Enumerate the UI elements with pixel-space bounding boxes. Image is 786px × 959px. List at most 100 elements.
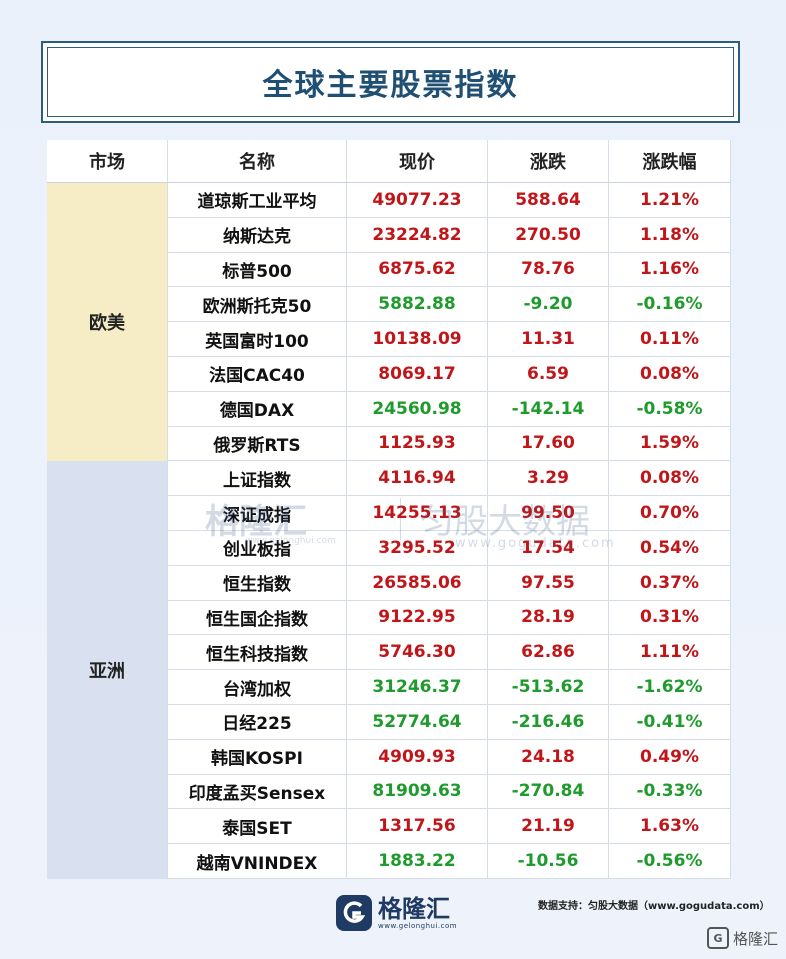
table-header: 市场 名称 现价 涨跌 涨跌幅 [47, 140, 731, 183]
change-cell: 17.54 [488, 530, 609, 565]
table-row: 英国富时100 10138.09 11.31 0.11% [168, 322, 731, 357]
index-name: 深证成指 [168, 496, 347, 530]
price-cell: 9122.95 [347, 600, 488, 635]
index-name: 标普500 [168, 252, 347, 287]
pct-cell: -0.41% [609, 704, 731, 739]
header-change: 涨跌 [488, 140, 609, 182]
table-row: 标普500 6875.62 78.76 1.16% [168, 252, 731, 288]
price-cell: 1883.22 [347, 844, 488, 878]
footer-logo-text: 格隆汇 [378, 895, 450, 923]
pct-cell: -0.33% [609, 774, 731, 809]
table-row: 越南VNINDEX 1883.22 -10.56 -0.56% [168, 844, 731, 879]
page-title: 全球主要股票指数 [262, 68, 519, 103]
price-cell: 4909.93 [347, 739, 488, 774]
price-cell: 81909.63 [347, 774, 488, 809]
price-cell: 3295.52 [347, 530, 488, 565]
change-cell: 17.60 [488, 426, 609, 461]
table-row: 上证指数 4116.94 3.29 0.08% [168, 461, 731, 497]
pct-cell: 0.49% [609, 739, 731, 774]
price-cell: 4116.94 [347, 461, 488, 496]
index-name: 韩国KOSPI [168, 739, 347, 774]
pct-cell: 1.18% [609, 217, 731, 252]
change-cell: 11.31 [488, 322, 609, 356]
table-row: 泰国SET 1317.56 21.19 1.63% [168, 809, 731, 845]
footer-logo: 格隆汇 www.gelonghui.com [336, 895, 457, 931]
change-cell: 28.19 [488, 600, 609, 635]
pct-cell: 1.16% [609, 252, 731, 287]
table-row: 欧洲斯托克50 5882.88 -9.20 -0.16% [168, 287, 731, 323]
gelonghui-logo-icon [336, 895, 372, 931]
price-cell: 1125.93 [347, 426, 488, 461]
index-name: 印度孟买Sensex [168, 774, 347, 809]
change-cell: 97.55 [488, 565, 609, 600]
header-market: 市场 [47, 140, 168, 182]
pct-cell: -1.62% [609, 670, 731, 704]
index-name: 纳斯达克 [168, 217, 347, 252]
region-group: 欧美 道琼斯工业平均 49077.23 588.64 1.21% 纳斯达克 23224.82… [47, 183, 731, 462]
table-row: 德国DAX 24560.98 -142.14 -0.58% [168, 391, 731, 427]
title-box: 全球主要股票指数 [41, 41, 740, 123]
footer-logo-url: www.gelonghui.com [378, 922, 458, 930]
pct-cell: 1.11% [609, 635, 731, 670]
index-name: 英国富时100 [168, 322, 347, 356]
index-name: 法国CAC40 [168, 356, 347, 391]
index-name: 创业板指 [168, 530, 347, 565]
change-cell: -513.62 [488, 670, 609, 704]
table-row: 纳斯达克 23224.82 270.50 1.18% [168, 217, 731, 253]
pct-cell: 0.08% [609, 461, 731, 496]
table-row: 深证成指 14255.13 99.50 0.70% [168, 496, 731, 531]
price-cell: 31246.37 [347, 670, 488, 704]
change-cell: 99.50 [488, 496, 609, 530]
change-cell: 78.76 [488, 252, 609, 287]
table-row: 法国CAC40 8069.17 6.59 0.08% [168, 356, 731, 392]
price-cell: 49077.23 [347, 183, 488, 217]
index-name: 俄罗斯RTS [168, 426, 347, 461]
table-row: 恒生科技指数 5746.30 62.86 1.11% [168, 635, 731, 671]
corner-logo-icon: G [706, 927, 729, 949]
table-row: 台湾加权 31246.37 -513.62 -1.62% [168, 670, 731, 705]
pct-cell: 0.08% [609, 356, 731, 391]
change-cell: 21.19 [488, 809, 609, 844]
pct-cell: 0.54% [609, 530, 731, 565]
price-cell: 24560.98 [347, 391, 488, 426]
header-name: 名称 [168, 140, 347, 182]
index-name: 恒生国企指数 [168, 600, 347, 635]
table-row: 日经225 52774.64 -216.46 -0.41% [168, 704, 731, 740]
change-cell: 6.59 [488, 356, 609, 391]
price-cell: 5746.30 [347, 635, 488, 670]
table-row: 恒生指数 26585.06 97.55 0.37% [168, 565, 731, 601]
corner-logo-text: 格隆汇 [732, 929, 778, 948]
change-cell: 62.86 [488, 635, 609, 670]
index-name: 道琼斯工业平均 [168, 183, 347, 217]
table-row: 韩国KOSPI 4909.93 24.18 0.49% [168, 739, 731, 775]
pct-cell: 1.21% [609, 183, 731, 217]
table-body: 欧美 道琼斯工业平均 49077.23 588.64 1.21% 纳斯达克 23224.82… [47, 183, 731, 879]
region-label: 欧美 [47, 183, 168, 462]
index-name: 日经225 [168, 704, 347, 739]
change-cell: 588.64 [488, 183, 609, 217]
price-cell: 8069.17 [347, 356, 488, 391]
change-cell: 3.29 [488, 461, 609, 496]
table-row: 俄罗斯RTS 1125.93 17.60 1.59% [168, 426, 731, 462]
price-cell: 10138.09 [347, 322, 488, 356]
change-cell: 24.18 [488, 739, 609, 774]
title-frame: 全球主要股票指数 [47, 47, 734, 117]
pct-cell: -0.16% [609, 287, 731, 322]
price-cell: 6875.62 [347, 252, 488, 287]
index-name: 欧洲斯托克50 [168, 287, 347, 322]
region-label: 亚洲 [47, 461, 168, 879]
table-row: 道琼斯工业平均 49077.23 588.64 1.21% [168, 183, 731, 218]
index-name: 越南VNINDEX [168, 844, 347, 878]
price-cell: 14255.13 [347, 496, 488, 530]
data-source: 数据支持：匀股大数据（www.gogudata.com） [538, 901, 770, 912]
change-cell: -142.14 [488, 391, 609, 426]
price-cell: 52774.64 [347, 704, 488, 739]
index-name: 台湾加权 [168, 670, 347, 704]
table-row: 印度孟买Sensex 81909.63 -270.84 -0.33% [168, 774, 731, 810]
pct-cell: -0.58% [609, 391, 731, 426]
change-cell: -270.84 [488, 774, 609, 809]
index-table: 市场 名称 现价 涨跌 涨跌幅 欧美 道琼斯工业平均 49077.23 588.64 1… [47, 140, 731, 879]
table-row: 创业板指 3295.52 17.54 0.54% [168, 530, 731, 566]
price-cell: 23224.82 [347, 217, 488, 252]
change-cell: -10.56 [488, 844, 609, 878]
